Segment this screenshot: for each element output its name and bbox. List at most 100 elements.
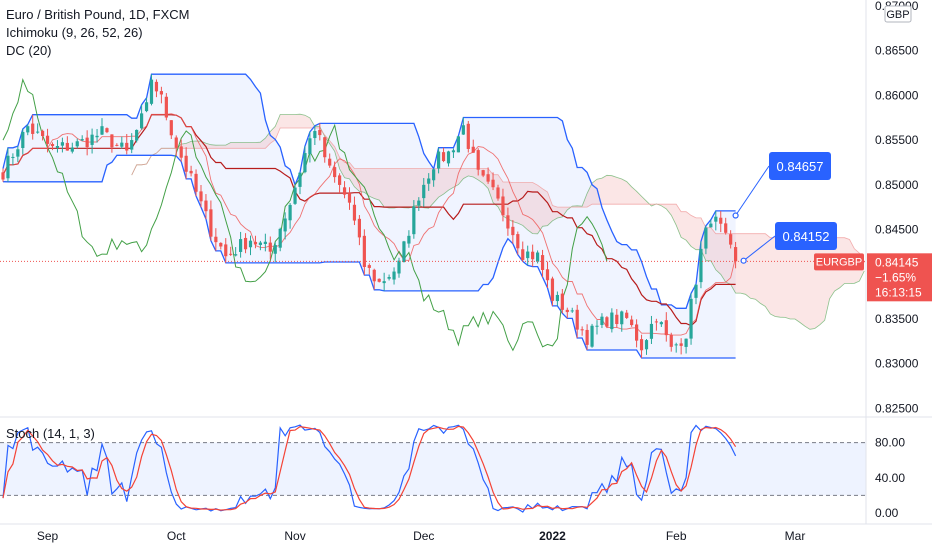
- currency-badge: [884, 5, 912, 23]
- candle-body: [491, 179, 495, 188]
- candle-body: [75, 141, 79, 147]
- candle-body: [392, 271, 396, 280]
- candle: [630, 315, 634, 327]
- price-tick-label: 0.86000: [875, 88, 919, 102]
- candle-body: [209, 209, 213, 237]
- indicator-dc[interactable]: DC (20): [6, 43, 52, 58]
- candle: [649, 315, 654, 344]
- candle: [407, 230, 411, 248]
- candle: [159, 86, 163, 104]
- candle-body: [635, 324, 639, 341]
- candle: [714, 210, 718, 231]
- candle-body: [318, 129, 322, 136]
- candle: [441, 147, 446, 163]
- candle: [45, 128, 50, 153]
- axes: 0.870000.865000.860000.855000.850000.845…: [0, 0, 932, 543]
- candle: [243, 233, 248, 254]
- candle: [362, 229, 366, 276]
- candle: [605, 316, 609, 329]
- price-tick-label: 0.85500: [875, 133, 919, 147]
- candle-body: [709, 223, 713, 228]
- candle-body: [342, 187, 347, 195]
- candle: [639, 334, 644, 359]
- callout-anchor: [732, 212, 739, 219]
- candle-body: [407, 235, 411, 244]
- stoch-k-line: [2, 424, 737, 513]
- candle-body: [719, 217, 723, 224]
- candle-body: [427, 178, 431, 184]
- candle: [328, 153, 332, 168]
- candle-body: [258, 242, 262, 245]
- candle: [110, 134, 114, 153]
- candle: [308, 131, 312, 163]
- candle: [540, 249, 545, 278]
- candle-body: [476, 150, 480, 170]
- candle: [169, 120, 173, 139]
- candle-body: [219, 242, 223, 247]
- candle: [679, 338, 683, 355]
- stoch-tick-label: 0.00: [875, 506, 899, 520]
- candle: [115, 143, 119, 147]
- candle-body: [654, 321, 658, 323]
- indicator-ichimoku[interactable]: Ichimoku (9, 26, 52, 26): [6, 25, 143, 40]
- candle: [496, 184, 500, 201]
- stoch-legend[interactable]: Stoch (14, 1, 3): [6, 426, 95, 441]
- candle: [6, 147, 10, 182]
- ichimoku-tenkan: [2, 113, 737, 336]
- candle-body: [41, 130, 45, 137]
- candle-body: [120, 142, 124, 147]
- candle: [263, 233, 267, 252]
- candle: [590, 323, 594, 348]
- candle-body: [288, 204, 292, 221]
- price-tag-value: 0.84145: [875, 255, 919, 269]
- callout-leader: [735, 165, 770, 216]
- candle-body: [298, 172, 302, 187]
- candle-body: [268, 242, 272, 252]
- candle: [382, 272, 386, 291]
- candle-body: [437, 151, 441, 169]
- candle: [149, 74, 154, 106]
- callout-box: [769, 152, 831, 180]
- candle: [446, 150, 451, 167]
- candle: [31, 114, 35, 140]
- candle: [417, 197, 421, 211]
- candle: [144, 97, 149, 113]
- candle: [70, 142, 74, 154]
- candle-body: [372, 269, 376, 282]
- candle-body: [357, 218, 361, 238]
- candle: [669, 332, 673, 352]
- candle-body: [610, 312, 614, 330]
- candle-body: [417, 200, 421, 206]
- candle-body: [65, 142, 69, 151]
- candle-body: [293, 187, 297, 204]
- price-tick-label: 0.85000: [875, 178, 919, 192]
- candle-body: [110, 134, 114, 148]
- candle: [402, 240, 406, 263]
- candle-body: [224, 244, 228, 257]
- candle-body: [669, 334, 673, 347]
- chart-title[interactable]: Euro / British Pound, 1D, FXCM: [6, 7, 190, 22]
- candle: [615, 309, 619, 328]
- candle-body: [674, 344, 678, 346]
- candle-body: [446, 151, 451, 164]
- candle: [16, 146, 20, 163]
- candle: [209, 200, 213, 241]
- candle: [456, 135, 460, 153]
- candle-body: [684, 338, 688, 347]
- price-tick-label: 0.86500: [875, 44, 919, 58]
- candle-body: [501, 196, 505, 216]
- candle-body: [55, 146, 60, 148]
- candle: [392, 267, 396, 285]
- candle: [85, 130, 89, 156]
- symbol-tag-label: EURGBP: [816, 256, 862, 268]
- candle-body: [229, 253, 233, 255]
- candle-body: [100, 126, 104, 135]
- candle: [437, 147, 441, 174]
- candle-body: [451, 150, 456, 153]
- candle: [229, 246, 233, 256]
- candle-body: [506, 215, 510, 229]
- candle: [719, 211, 723, 233]
- price-tick-label: 0.82500: [875, 401, 919, 415]
- candle-body: [565, 309, 569, 313]
